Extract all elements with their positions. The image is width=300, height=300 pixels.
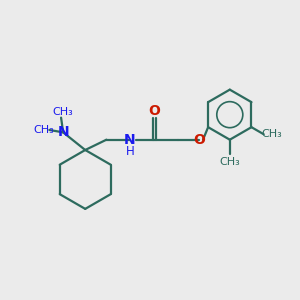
Text: N: N [124, 133, 136, 147]
Text: N: N [57, 125, 69, 139]
Text: CH₃: CH₃ [33, 125, 54, 135]
Text: CH₃: CH₃ [219, 157, 240, 167]
Text: CH₃: CH₃ [262, 129, 282, 139]
Text: H: H [126, 145, 134, 158]
Text: O: O [148, 104, 160, 118]
Text: O: O [193, 133, 205, 147]
Text: CH₃: CH₃ [52, 107, 73, 117]
